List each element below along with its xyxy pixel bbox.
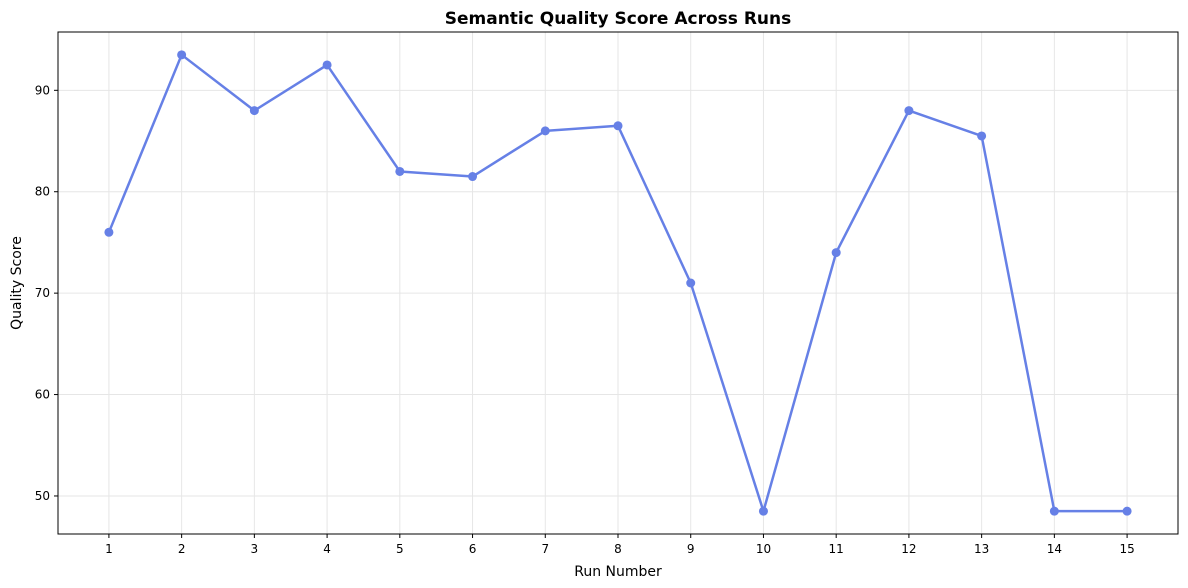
x-tick-label: 14	[1047, 542, 1062, 556]
x-tick-label: 11	[829, 542, 844, 556]
data-point	[468, 172, 478, 182]
y-tick-label: 80	[35, 185, 50, 199]
data-point	[177, 50, 187, 60]
x-tick-label: 8	[614, 542, 622, 556]
data-point	[322, 60, 332, 70]
x-tick-label: 12	[901, 542, 916, 556]
y-tick-label: 70	[35, 286, 50, 300]
x-tick-label: 4	[323, 542, 331, 556]
x-tick-label: 3	[251, 542, 259, 556]
series-group	[104, 50, 1132, 516]
data-point	[613, 121, 623, 131]
data-point	[904, 106, 914, 116]
data-point	[758, 506, 768, 516]
data-point	[249, 106, 259, 116]
chart-title: Semantic Quality Score Across Runs	[445, 9, 792, 29]
x-tick-label: 13	[974, 542, 989, 556]
y-tick-label: 60	[35, 388, 50, 402]
x-axis-ticks: 1 2 3 4 5 6 7 8 9 10 11 12 13 14 15	[105, 534, 1135, 556]
x-tick-label: 7	[541, 542, 549, 556]
y-axis-label: Quality Score	[9, 236, 25, 330]
data-point	[1049, 506, 1059, 516]
data-point	[831, 248, 841, 258]
data-point	[395, 166, 405, 176]
data-point	[977, 131, 987, 141]
x-tick-label: 10	[756, 542, 771, 556]
y-tick-label: 50	[35, 489, 50, 503]
x-tick-label: 9	[687, 542, 695, 556]
x-tick-label: 2	[178, 542, 186, 556]
y-tick-label: 90	[35, 83, 50, 97]
data-point	[540, 126, 550, 136]
x-tick-label: 15	[1119, 542, 1134, 556]
x-tick-label: 5	[396, 542, 404, 556]
x-axis-label: Run Number	[574, 564, 662, 580]
y-axis-ticks: 50 60 70 80 90	[35, 83, 58, 503]
x-tick-label: 6	[469, 542, 477, 556]
data-point	[686, 278, 696, 288]
data-point	[104, 227, 114, 237]
x-tick-label: 1	[105, 542, 113, 556]
data-point	[1122, 506, 1132, 516]
